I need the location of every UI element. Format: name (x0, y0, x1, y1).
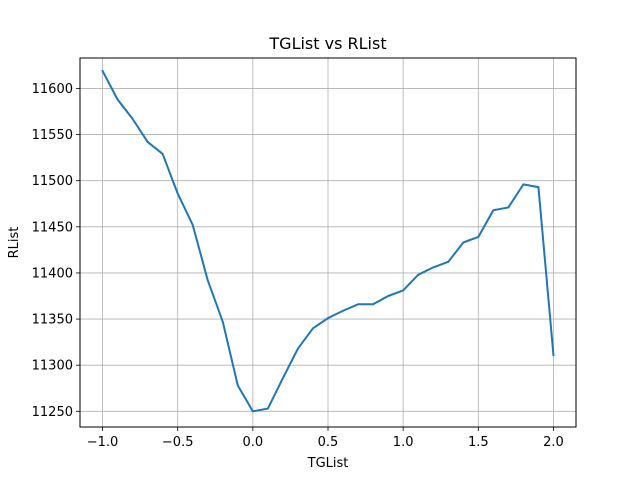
x-axis-label: TGList (307, 456, 349, 471)
data-point (507, 206, 509, 208)
y-tick-label: 11300 (32, 359, 73, 374)
data-point (252, 410, 254, 412)
x-tick-label: 2.0 (543, 435, 564, 450)
y-axis-label: RList (7, 227, 22, 259)
data-point (537, 186, 539, 188)
data-point (522, 183, 524, 185)
data-point (192, 224, 194, 226)
data-point (282, 377, 284, 379)
data-point (417, 274, 419, 276)
data-point (116, 98, 118, 100)
data-point (267, 407, 269, 409)
data-point (101, 70, 103, 72)
data-point (312, 327, 314, 329)
x-tick-label: 1.5 (468, 435, 489, 450)
y-tick-label: 11450 (32, 220, 73, 235)
y-tick-label: 11500 (32, 174, 73, 189)
axis-ticks: −1.0 −0.5 0.0 0.5 1.0 1.5 2.0 11250 11300 11350 11… (32, 82, 564, 450)
data-point (477, 236, 479, 238)
data-point (402, 289, 404, 291)
data-point (387, 295, 389, 297)
chart-title: TGList vs RList (268, 34, 386, 53)
data-point (131, 118, 133, 120)
x-tick-label: 1.0 (393, 435, 414, 450)
x-tick-label: −1.0 (87, 435, 119, 450)
data-point (297, 347, 299, 349)
y-tick-label: 11550 (32, 128, 73, 143)
data-point (432, 266, 434, 268)
series-line-rlist (101, 69, 555, 413)
data-point (207, 279, 209, 281)
data-point (161, 153, 163, 155)
y-tick-label: 11250 (32, 405, 73, 420)
data-point (177, 192, 179, 194)
data-point (222, 321, 224, 323)
data-point (237, 384, 239, 386)
y-tick-label: 11600 (32, 82, 73, 97)
data-point (462, 241, 464, 243)
y-tick-label: 11350 (32, 313, 73, 328)
data-point (372, 303, 374, 305)
plot-frame (79, 57, 577, 428)
x-tick-label: −0.5 (162, 435, 194, 450)
y-tick-label: 11400 (32, 266, 73, 281)
data-point (492, 209, 494, 211)
x-tick-label: 0.5 (318, 435, 339, 450)
data-point (357, 303, 359, 305)
data-point (552, 354, 554, 356)
x-tick-label: 0.0 (243, 435, 264, 450)
data-point (447, 261, 449, 263)
data-point (342, 310, 344, 312)
data-point (146, 141, 148, 143)
plot-series (101, 69, 555, 413)
data-point (327, 317, 329, 319)
